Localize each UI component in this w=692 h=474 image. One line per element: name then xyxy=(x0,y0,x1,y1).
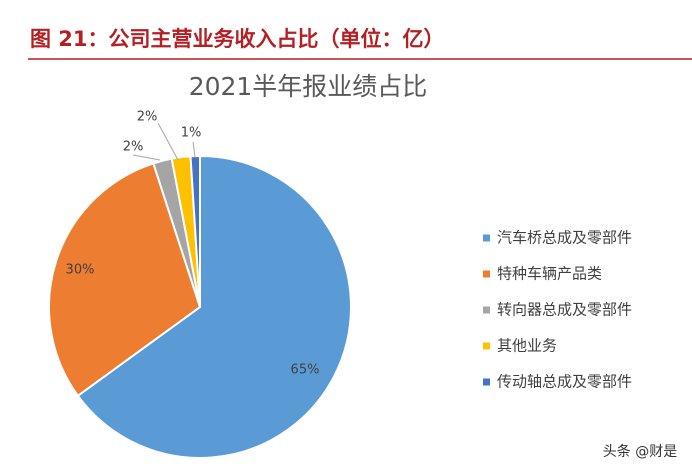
data-label: 65% xyxy=(291,363,320,378)
data-label: 2% xyxy=(123,140,144,155)
legend-label: 汽车桥总成及零部件 xyxy=(497,229,632,247)
legend-swatch xyxy=(483,306,490,314)
legend-swatch xyxy=(483,234,490,242)
legend-label: 其他业务 xyxy=(497,337,557,355)
pie-slice xyxy=(76,154,352,459)
legend-label: 转向器总成及零部件 xyxy=(497,301,632,319)
legend-swatch xyxy=(483,342,490,350)
leader-line xyxy=(192,141,196,158)
legend-label: 传动轴总成及零部件 xyxy=(497,373,632,391)
legend-swatch xyxy=(483,270,490,278)
pie-slice xyxy=(48,162,202,398)
header-title: 图 21：公司主营业务收入占比（单位：亿） xyxy=(30,27,445,51)
leader-line xyxy=(132,154,161,161)
legend-swatch xyxy=(483,378,490,386)
data-label: 30% xyxy=(66,263,95,278)
chart-title: 2021半年报业绩占比 xyxy=(189,72,428,101)
watermark: 头条 @财是 xyxy=(603,443,677,460)
data-label: 1% xyxy=(181,126,202,141)
data-label: 2% xyxy=(137,110,158,125)
legend-label: 特种车辆产品类 xyxy=(497,265,602,283)
leader-line xyxy=(157,122,179,161)
